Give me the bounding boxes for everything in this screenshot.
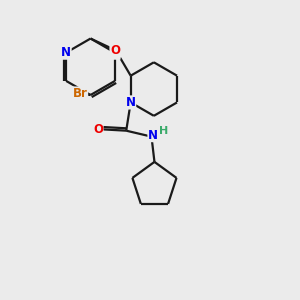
Text: N: N bbox=[148, 129, 158, 142]
Text: H: H bbox=[159, 126, 169, 136]
Text: N: N bbox=[126, 96, 136, 109]
Text: Br: Br bbox=[73, 87, 88, 100]
Text: O: O bbox=[93, 123, 103, 136]
Text: N: N bbox=[61, 46, 71, 59]
Text: O: O bbox=[111, 44, 121, 57]
Text: N: N bbox=[110, 46, 120, 59]
